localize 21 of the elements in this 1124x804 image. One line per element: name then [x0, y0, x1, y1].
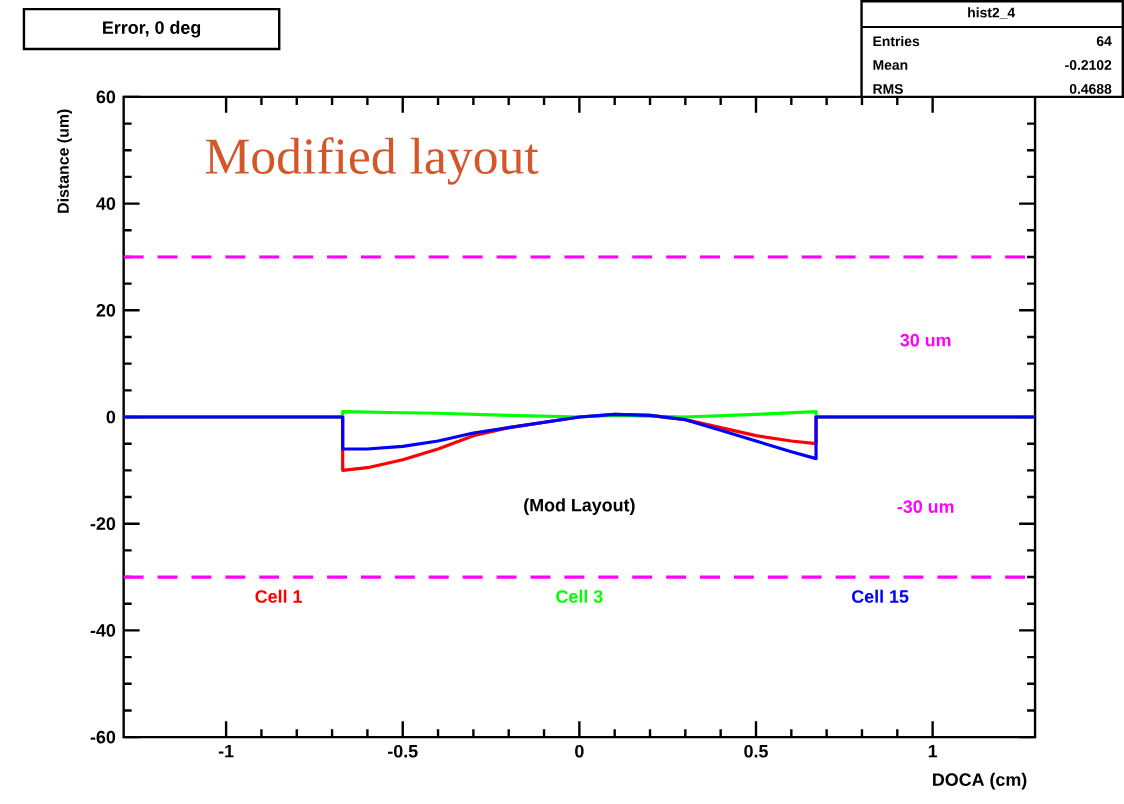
- text: Cell 15: [852, 589, 909, 603]
- ref-line-label: 30 um: [900, 333, 951, 347]
- text: Cell 3: [556, 589, 603, 603]
- y-tick-label: 0: [106, 410, 116, 423]
- y-tick-label: -20: [90, 516, 116, 530]
- x-tick-label: -0.5: [388, 744, 418, 758]
- x-axis-title: DOCA (cm): [933, 772, 1027, 790]
- chart-title: Error, 0 deg: [103, 20, 201, 38]
- annotation: (Mod Layout): [524, 497, 635, 515]
- x-tick-label: 0.5: [744, 744, 768, 758]
- text: Cell 1: [255, 589, 302, 603]
- x-tick-label: -1: [218, 744, 234, 757]
- ref-line-label: -30 um: [897, 499, 954, 513]
- y-tick-label: 40: [96, 196, 116, 210]
- y-tick-label: -40: [90, 623, 116, 637]
- x-tick-label: 0: [575, 744, 584, 758]
- y-tick-label: 60: [96, 90, 116, 103]
- x-tick-label: 1: [928, 744, 938, 757]
- y-tick-label: 20: [96, 303, 116, 317]
- annotation: Modified layout: [205, 136, 539, 185]
- y-tick-label: -60: [90, 730, 116, 744]
